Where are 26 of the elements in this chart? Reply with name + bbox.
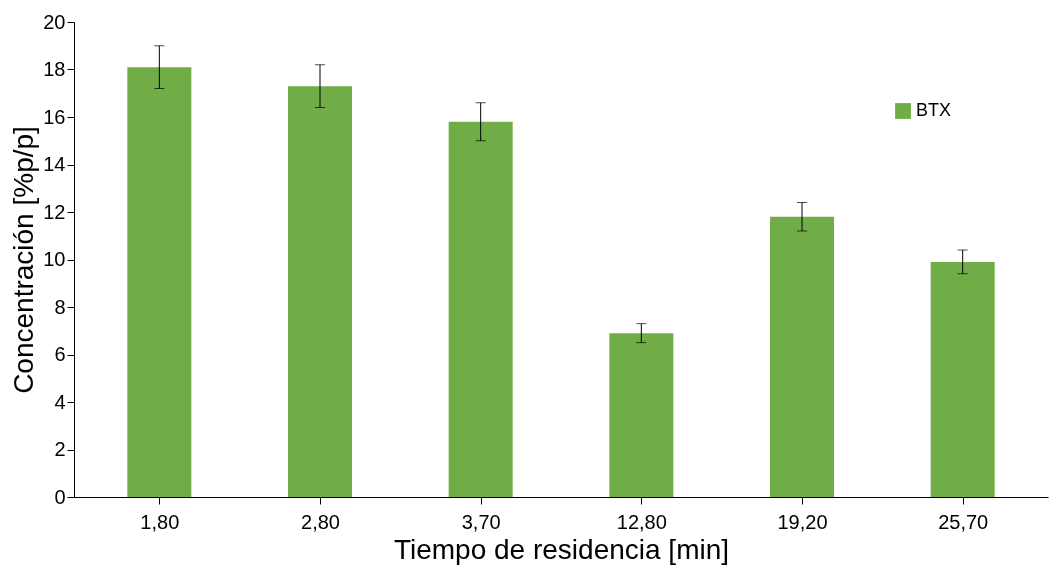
- y-tick-label: 4: [54, 390, 66, 413]
- x-axis-title: Tiempo de residencia [min]: [393, 533, 730, 565]
- x-tick-label: 25,70: [938, 510, 989, 533]
- bar: [127, 67, 192, 497]
- bar: [448, 121, 513, 497]
- y-tick-label: 12: [43, 200, 66, 223]
- x-tick-label: 2,80: [301, 510, 340, 533]
- y-tick-label: 16: [43, 105, 66, 128]
- bar: [288, 86, 352, 497]
- bar: [930, 261, 995, 497]
- x-tick-label: 19,20: [777, 510, 828, 533]
- x-tick-label: 12,80: [616, 510, 667, 533]
- x-tick-label: 3,70: [461, 510, 501, 533]
- y-tick-label: 2: [54, 438, 66, 460]
- y-tick-label: 18: [43, 58, 66, 80]
- x-tick-label: 1,80: [140, 510, 180, 533]
- y-tick-label: 14: [43, 153, 66, 175]
- bar: [609, 333, 674, 497]
- y-tick-label: 20: [43, 10, 66, 33]
- legend-label: BTX: [916, 100, 952, 120]
- y-tick-label: 6: [54, 343, 66, 365]
- bar: [770, 216, 834, 497]
- y-axis-title: Concentración [%p/p]: [8, 126, 40, 394]
- y-tick-label: 8: [54, 295, 66, 318]
- y-tick-label: 10: [43, 248, 66, 270]
- y-tick-label: 0: [54, 485, 66, 508]
